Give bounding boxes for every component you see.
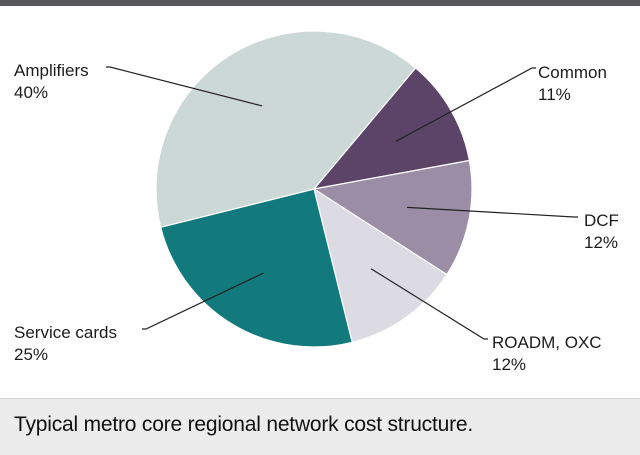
slice-label-dcf: DCF <box>584 211 619 230</box>
pie-slice-dcf <box>312 159 473 276</box>
chart-caption: Typical metro core regional network cost… <box>14 413 473 436</box>
slice-label-amplifiers: Amplifiers <box>14 61 89 80</box>
slice-value-roadm-oxc: 12% <box>492 355 526 374</box>
slice-value-amplifiers: 40% <box>14 83 48 102</box>
leader-line-roadm-oxc <box>370 268 488 340</box>
slice-label-roadm-oxc: ROADM, OXC <box>492 333 602 352</box>
leader-line-service-cards <box>142 272 264 330</box>
slice-value-service-cards: 25% <box>14 345 48 364</box>
slice-value-dcf: 12% <box>584 233 618 252</box>
pie-slice-common <box>312 67 471 190</box>
caption-bar: Typical metro core regional network cost… <box>0 398 640 455</box>
slice-label-service-cards: Service cards <box>14 323 117 342</box>
pie-slice-amplifiers <box>155 30 417 228</box>
pie-slice-roadm-oxc <box>313 187 448 344</box>
slice-value-common: 11% <box>538 85 571 104</box>
pie-slice-service-cards <box>159 188 353 348</box>
leader-line-amplifiers <box>106 66 263 107</box>
leader-line-common <box>395 67 536 142</box>
slice-label-common: Common <box>538 63 607 82</box>
leader-line-dcf <box>406 206 578 218</box>
pie-chart: Common 11% DCF 12% ROADM, OXC 12% Service card… <box>14 30 619 374</box>
